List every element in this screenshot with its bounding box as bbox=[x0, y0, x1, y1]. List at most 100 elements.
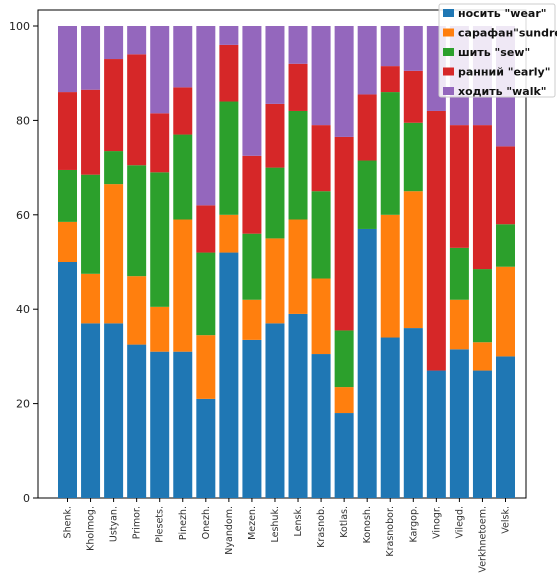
bar-segment bbox=[265, 238, 285, 324]
bar-segment bbox=[81, 273, 101, 324]
bar-segment bbox=[81, 26, 101, 90]
bar-segment bbox=[311, 26, 331, 126]
bar-segment bbox=[150, 113, 170, 173]
bar-segment bbox=[104, 323, 124, 498]
bar-segment bbox=[196, 26, 216, 206]
bar-segment bbox=[104, 151, 124, 185]
bar-segment bbox=[449, 247, 469, 300]
bar-segment bbox=[311, 278, 331, 355]
bar-segment bbox=[357, 26, 377, 95]
bar-segment bbox=[81, 89, 101, 175]
bar-segment bbox=[426, 110, 446, 371]
bar-segment bbox=[127, 344, 147, 498]
bar-segment bbox=[242, 339, 262, 498]
bar-segment bbox=[173, 351, 193, 498]
bar-segment bbox=[58, 26, 77, 93]
x-tick-label: Velsk. bbox=[501, 506, 512, 534]
legend-label: шить "sew" bbox=[458, 46, 530, 59]
y-tick-label: 60 bbox=[16, 209, 30, 222]
x-tick-label: Lensk. bbox=[293, 506, 304, 536]
legend-swatch bbox=[443, 9, 454, 17]
bar-segment bbox=[311, 191, 331, 279]
x-tick-label: Vilegd. bbox=[454, 506, 465, 539]
bar-segment bbox=[311, 354, 331, 498]
bar-segment bbox=[449, 125, 469, 248]
x-tick-label: Verkhnetoem. bbox=[477, 506, 488, 573]
bar-segment bbox=[357, 94, 377, 161]
x-tick-label: Krasnob. bbox=[316, 506, 327, 548]
legend-swatch bbox=[443, 48, 454, 56]
x-tick-label: Leshuk. bbox=[270, 506, 281, 542]
bar-segment bbox=[196, 205, 216, 253]
bar-segment bbox=[242, 299, 262, 340]
bar-segment bbox=[58, 169, 77, 222]
bar-segment bbox=[173, 87, 193, 135]
bar-segment bbox=[357, 160, 377, 229]
bar-segment bbox=[496, 356, 515, 498]
bar-segment bbox=[127, 165, 147, 277]
bar-segment bbox=[219, 101, 239, 215]
legend-box bbox=[438, 3, 556, 98]
bar-segment bbox=[265, 323, 285, 498]
bar-segment bbox=[150, 172, 170, 307]
x-tick-label: Kotlas. bbox=[339, 506, 350, 538]
bar-segment bbox=[357, 228, 377, 498]
bar-segment bbox=[196, 252, 216, 336]
legend-swatch bbox=[443, 28, 454, 37]
bar-segment bbox=[265, 167, 285, 239]
bar-segment bbox=[380, 92, 400, 215]
y-tick-label: 80 bbox=[16, 114, 30, 127]
bar-segment bbox=[104, 26, 124, 60]
bar-segment bbox=[472, 342, 492, 371]
bar-segment bbox=[403, 122, 423, 192]
bar-segment bbox=[403, 328, 423, 498]
bar-segment bbox=[173, 219, 193, 352]
x-tick-label: Kargop. bbox=[408, 506, 419, 543]
bar-segment bbox=[173, 26, 193, 88]
bar-segment bbox=[219, 214, 239, 253]
bar-segment bbox=[334, 387, 354, 414]
bar-segment bbox=[58, 92, 77, 170]
y-axis: 0 20 40 60 80 100 bbox=[9, 20, 38, 505]
bar-segment bbox=[242, 26, 262, 156]
bar-segment bbox=[426, 370, 446, 498]
bar-segment bbox=[265, 103, 285, 168]
bar-segment bbox=[334, 330, 354, 388]
bar-segment bbox=[449, 299, 469, 350]
bar-segment bbox=[403, 70, 423, 123]
bar-segment bbox=[403, 191, 423, 329]
bar-segment bbox=[496, 146, 515, 225]
bar-segment bbox=[472, 125, 492, 270]
x-tick-label: Krasnobor. bbox=[385, 506, 396, 557]
bar-segment bbox=[380, 66, 400, 93]
bar-segment bbox=[496, 224, 515, 267]
bar-segment bbox=[380, 337, 400, 498]
bar-segment bbox=[127, 26, 147, 55]
x-tick-label: Onezh. bbox=[201, 506, 212, 539]
bar-segment bbox=[219, 26, 239, 45]
x-tick-label: Plesets. bbox=[155, 506, 166, 543]
legend-label: ранний "early" bbox=[458, 66, 550, 79]
y-tick-label: 100 bbox=[9, 20, 30, 33]
bar-segment bbox=[127, 54, 147, 166]
legend-label: носить "wear" bbox=[458, 7, 546, 20]
x-tick-label: Vinogr. bbox=[431, 506, 442, 539]
x-axis: Shenk. Kholmog. Ustyan. Primor. Plesets. Pine… bbox=[63, 498, 512, 573]
y-tick-label: 20 bbox=[16, 398, 30, 411]
legend: носить "wear" сарафан"sundress шить "sew" р… bbox=[438, 3, 557, 98]
bar-segment bbox=[265, 26, 285, 104]
x-tick-label: Pinezh. bbox=[178, 506, 189, 540]
bar-segment bbox=[449, 349, 469, 498]
x-tick-label: Shenk. bbox=[63, 506, 74, 538]
bar-segment bbox=[288, 313, 308, 498]
bar-segment bbox=[242, 155, 262, 234]
bar-segment bbox=[380, 214, 400, 338]
bar-segment bbox=[288, 219, 308, 314]
bar-segment bbox=[196, 398, 216, 498]
bar-segment bbox=[150, 306, 170, 352]
x-tick-label: Ustyan. bbox=[109, 506, 120, 542]
y-tick-label: 0 bbox=[23, 492, 30, 505]
x-tick-label: Nyandom. bbox=[224, 506, 235, 555]
bar-segment bbox=[150, 351, 170, 498]
